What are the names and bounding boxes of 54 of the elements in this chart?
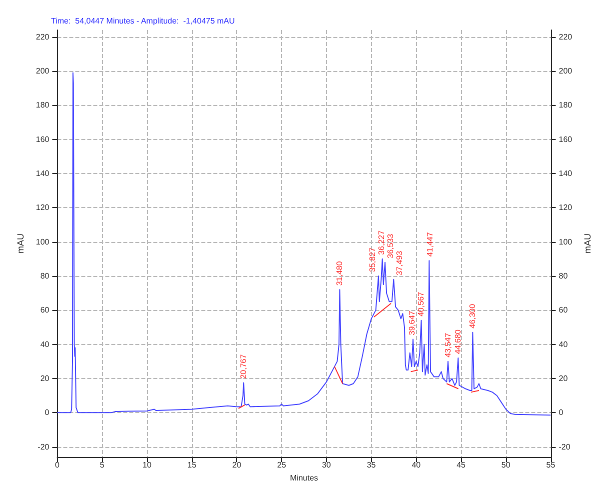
annotation: 37,493	[395, 250, 404, 276]
x-tick-label: 25	[277, 460, 287, 470]
y-tick-label: 220	[36, 32, 50, 42]
x-tick-label: 50	[501, 460, 511, 470]
annotation: 36,533	[386, 233, 396, 258]
annotation: 20,767	[239, 354, 248, 379]
y-tick-label: 40	[40, 340, 50, 349]
y2-tick-label: 220	[558, 32, 573, 42]
annotation: 39,647	[408, 310, 417, 336]
y-tick-label: 120	[36, 203, 50, 212]
y-tick-label: 100	[36, 237, 50, 246]
y2-tick-label: 0	[558, 408, 564, 418]
x-tick-label: 10	[142, 460, 152, 470]
annotation: 40,567	[416, 291, 426, 316]
y-tick-label: 60	[40, 306, 50, 315]
text: Time: 54,0447 Minutes - Amplitude: -1,40475 mAU	[51, 16, 236, 26]
y-tick-label: 0	[44, 408, 50, 418]
annotation: 46,300	[468, 303, 478, 328]
y-tick-label: 180	[36, 100, 50, 110]
annotation: 36,227	[377, 230, 386, 255]
y2-tick-label: 120	[558, 203, 573, 212]
x-tick-label: 35	[366, 460, 376, 470]
y-tick-label: 140	[36, 169, 50, 178]
y-tick-label: 20	[40, 374, 50, 384]
y2-tick-label: 60	[558, 306, 568, 315]
x-tick-label: 5	[100, 460, 105, 470]
x-tick-label: 15	[187, 460, 197, 470]
y2-tick-label: 140	[558, 169, 573, 178]
x-tick-label: 0	[55, 460, 60, 470]
annotation: 44,680	[454, 328, 463, 354]
y2-tick-label: -20	[558, 442, 571, 452]
y2-tick-label: 100	[558, 237, 573, 246]
x-tick-label: 30	[322, 460, 332, 470]
x-tick-label: 55	[546, 460, 556, 470]
y-tick-label: 160	[36, 134, 50, 144]
y2-tick-label: 180	[558, 100, 573, 110]
y-tick-label: 80	[40, 272, 50, 281]
x-tick-label: 45	[456, 460, 466, 470]
x-axis-title: Minutes	[290, 474, 318, 482]
y-tick-label: -20	[38, 442, 50, 452]
y2-tick-label: 20	[558, 374, 568, 384]
y2-tick-label: 80	[558, 272, 568, 281]
annotation: 35,827	[368, 246, 378, 272]
y2-tick-label: 160	[558, 134, 573, 144]
y2-axis-title: mAU	[582, 234, 592, 254]
y2-tick-label: 40	[558, 340, 568, 349]
annotation: 41,447	[426, 232, 435, 257]
y2-tick-label: 200	[558, 66, 573, 76]
x-tick-label: 40	[412, 460, 422, 470]
annotation: 31,480	[335, 260, 344, 286]
x-tick-label: 20	[232, 460, 242, 470]
y-tick-label: 200	[36, 66, 50, 76]
annotation: 43,547	[443, 332, 452, 358]
y-axis-title: mAU	[16, 234, 26, 254]
